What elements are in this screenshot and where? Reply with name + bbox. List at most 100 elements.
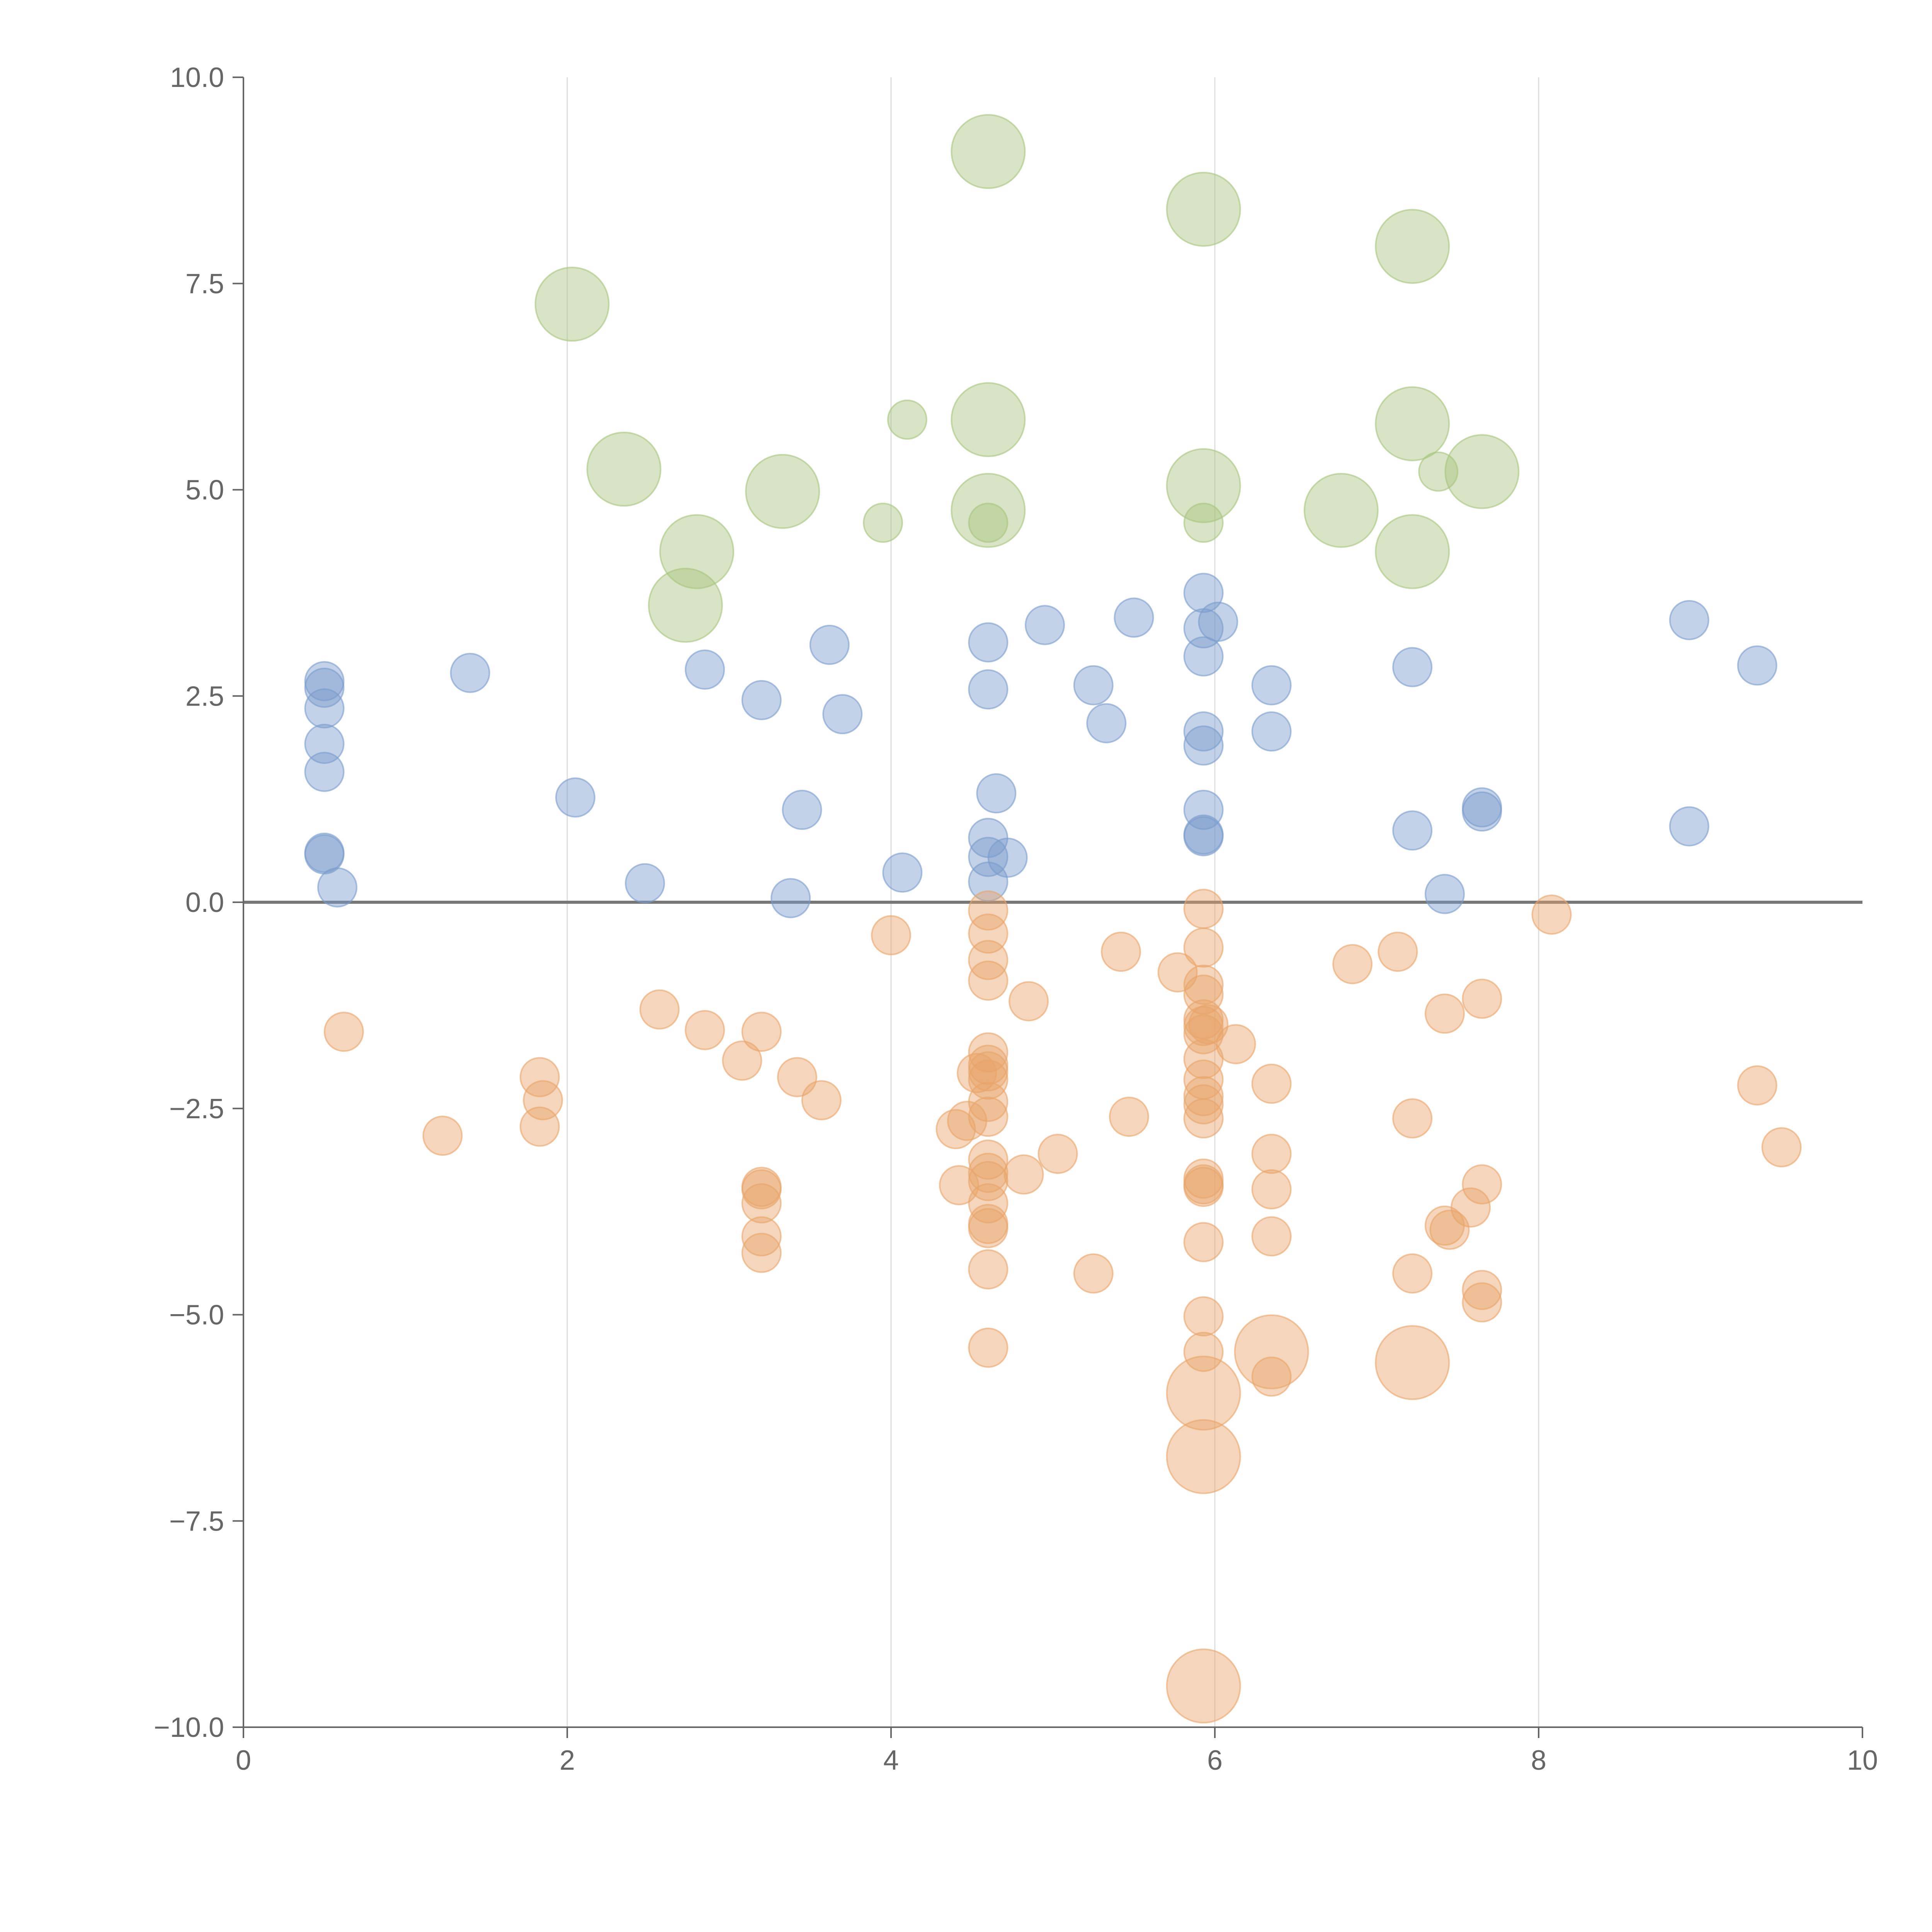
data-point [968,890,1009,931]
data-point [951,114,1026,189]
data-point [1183,725,1224,766]
data-point [722,1040,762,1081]
data-point [1183,814,1224,855]
data-point [801,1080,842,1121]
data-point [741,1169,782,1209]
data-point [1166,1419,1241,1494]
data-point [1462,1270,1502,1310]
data-point [1109,1097,1149,1137]
y-tick-label: −2.5 [169,1094,224,1124]
data-point [741,1183,782,1224]
data-point [1392,810,1433,851]
data-point [1183,1332,1224,1372]
data-point [770,878,811,918]
data-point [1183,1006,1224,1046]
x-tick-label: 6 [1207,1745,1223,1776]
y-tick-label: 0.0 [185,887,224,918]
data-point [1003,1154,1044,1195]
data-point [519,1106,560,1147]
data-point [1183,1084,1224,1125]
data-point [976,773,1017,814]
y-tick-label: 2.5 [185,681,224,712]
data-point [951,382,1026,457]
data-point [304,832,345,873]
data-point [586,432,662,507]
data-point [1462,1164,1502,1205]
data-point [1531,895,1572,935]
data-point [304,724,345,764]
data-point [809,624,850,665]
data-point [1183,1167,1224,1207]
data-point [1114,597,1154,638]
data-point [1183,1296,1224,1337]
data-point [939,1165,979,1206]
data-point [968,1327,1009,1368]
data-point [1073,1253,1114,1294]
data-point [1669,806,1709,847]
data-point [1303,473,1379,548]
data-point [1183,1014,1224,1054]
data-point [422,1116,463,1156]
data-point [1251,1169,1292,1209]
data-point [1424,874,1465,914]
data-point [1761,1127,1802,1168]
data-point [1251,1216,1292,1257]
data-point [1073,665,1114,706]
data-point [968,1051,1009,1092]
data-point [1183,1098,1224,1139]
data-point [648,568,723,643]
data-point [1183,1076,1224,1116]
data-points [304,114,1802,1724]
data-point [1216,1024,1256,1065]
data-point [1424,993,1465,1034]
y-tick-label: −5.0 [169,1300,224,1331]
data-point [1166,1355,1241,1431]
data-point [935,1109,976,1150]
data-point [685,649,725,690]
series-2 [304,573,1777,918]
y-tick-label: −7.5 [169,1506,224,1537]
data-point [968,1139,1009,1180]
x-tick-label: 0 [236,1745,251,1776]
x-tick-label: 2 [560,1745,575,1776]
data-point [1166,1648,1241,1724]
data-point [1188,1004,1229,1044]
data-point [450,653,490,693]
data-point [625,863,665,903]
data-point [304,688,345,729]
data-point [968,1208,1009,1248]
data-point [968,940,1009,980]
data-point [1462,791,1502,832]
series-3 [323,889,1802,1724]
data-point [534,267,610,342]
data-point [968,1249,1009,1290]
data-point [1183,502,1224,543]
axes: 0 2 4 6 8 10 −10.0 −7.5 −5.0 −2.5 0.0 2.5 5.0 7.5 10.0 [154,62,1878,1776]
data-point [782,789,822,830]
data-point [1332,944,1373,985]
data-point [1183,889,1224,929]
data-point [1086,703,1127,743]
data-point [1198,602,1238,642]
data-point [968,622,1009,663]
y-tick-label: 10.0 [170,62,224,93]
data-point [1462,978,1502,1019]
data-point [968,669,1009,710]
data-point [1183,636,1224,677]
data-point [1183,1158,1224,1199]
data-point [1737,645,1777,686]
data-point [1251,711,1292,752]
data-point [741,1012,782,1052]
data-point [1375,1325,1450,1400]
data-point [968,1161,1009,1201]
data-point [1375,209,1450,284]
y-tick-label: −10.0 [154,1712,224,1743]
y-tick-label: 7.5 [185,269,224,299]
data-point [887,400,927,440]
data-point [1737,1065,1777,1105]
data-point [1444,434,1520,509]
data-point [304,752,345,792]
data-point [639,989,680,1030]
data-point [304,667,345,708]
